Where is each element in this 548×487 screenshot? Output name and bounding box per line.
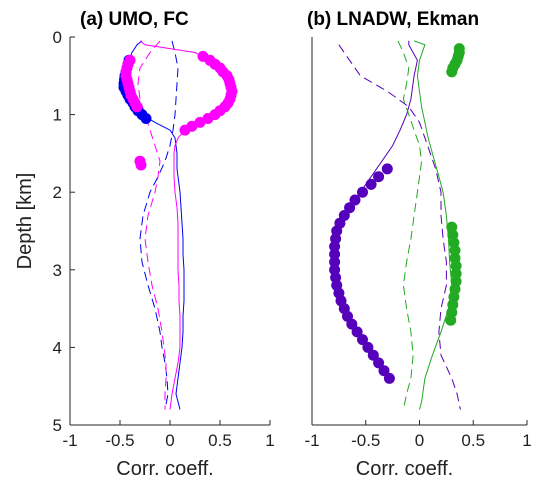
significant-point bbox=[373, 357, 385, 369]
significant-point bbox=[450, 260, 462, 272]
significant-point bbox=[131, 101, 143, 113]
panel-title: (b) LNADW, Ekman bbox=[307, 9, 479, 30]
significant-point bbox=[329, 248, 341, 260]
y-tick-label: 4 bbox=[53, 338, 62, 357]
x-tick-label: 0.5 bbox=[208, 431, 232, 450]
y-axis-label: Depth [km] bbox=[14, 173, 36, 270]
significant-point bbox=[367, 349, 379, 361]
panel-title: (a) UMO, FC bbox=[80, 9, 189, 30]
significant-point bbox=[449, 244, 461, 256]
significant-point bbox=[329, 241, 341, 252]
series-line-4 bbox=[137, 40, 167, 410]
significant-point bbox=[329, 256, 341, 268]
x-tick-label: -1 bbox=[304, 431, 319, 450]
x-axis-label: Corr. coeff. bbox=[356, 458, 453, 480]
x-tick-label: -1 bbox=[62, 431, 77, 450]
x-tick-label: -0.5 bbox=[351, 431, 380, 450]
y-tick-label: 5 bbox=[53, 416, 62, 435]
significant-point bbox=[357, 186, 368, 198]
significant-point bbox=[378, 365, 390, 377]
significant-point bbox=[383, 372, 395, 384]
significant-point bbox=[445, 314, 457, 326]
y-tick-label: 3 bbox=[53, 261, 62, 280]
x-tick-label: 0 bbox=[415, 431, 424, 450]
x-tick-label: -0.5 bbox=[105, 431, 134, 450]
significant-point bbox=[365, 178, 377, 190]
x-tick-label: 0.5 bbox=[461, 431, 485, 450]
y-tick-label: 1 bbox=[53, 106, 62, 125]
significant-point bbox=[446, 66, 458, 78]
significant-point bbox=[351, 326, 363, 338]
significant-point bbox=[349, 194, 361, 206]
series-line-2 bbox=[139, 40, 179, 410]
x-tick-label: 1 bbox=[265, 431, 274, 450]
series-line-2 bbox=[338, 44, 461, 410]
series-line-4 bbox=[397, 40, 423, 410]
significant-point bbox=[362, 341, 374, 353]
significant-point bbox=[450, 268, 462, 280]
significant-point bbox=[344, 202, 356, 214]
panel-a: -1 -0.5 0 0.5 1 0 1 2 3 4 5 (a) UMO, FC Corr. coeff.… bbox=[14, 9, 275, 480]
significant-point bbox=[346, 318, 358, 330]
y-tick-label: 0 bbox=[53, 28, 62, 47]
significant-point bbox=[381, 163, 393, 175]
significant-point bbox=[135, 159, 147, 171]
series-line-3 bbox=[139, 40, 233, 410]
x-axis-label: Corr. coeff. bbox=[116, 458, 213, 480]
panel-b: -1 -0.5 0 0.5 1 (b) LNADW, Ekman Corr. coeff. bbox=[304, 9, 531, 480]
significant-point bbox=[179, 124, 191, 136]
series-line-3 bbox=[413, 40, 453, 410]
x-tick-label: 1 bbox=[522, 431, 531, 450]
significant-point bbox=[373, 171, 385, 183]
y-tick-label: 2 bbox=[53, 183, 62, 202]
x-tick-label: 0 bbox=[165, 431, 174, 450]
significant-point bbox=[357, 334, 368, 346]
significant-point bbox=[140, 113, 152, 124]
